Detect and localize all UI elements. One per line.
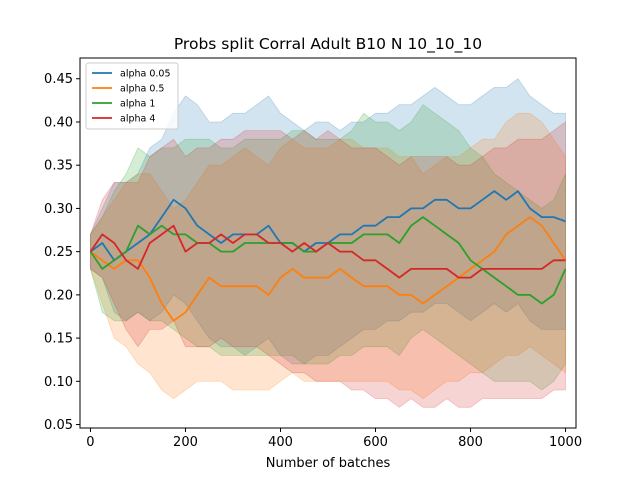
x-tick-label: 1000	[549, 435, 582, 450]
band-alpha-0-05	[90, 78, 566, 365]
legend-label-alpha-4: alpha 4	[120, 114, 155, 125]
y-tick-label: 0.15	[44, 332, 73, 347]
y-tick-label: 0.05	[44, 418, 73, 433]
band-alpha-0-5	[90, 112, 566, 400]
y-tick-label: 0.20	[44, 288, 73, 303]
series-lines	[89, 190, 567, 322]
band-alpha-1	[90, 104, 566, 391]
y-tick-label: 0.45	[44, 72, 73, 87]
legend-label-alpha-0-05: alpha 0.05	[120, 69, 171, 80]
legend-label-alpha-0-5: alpha 0.5	[120, 84, 164, 95]
x-tick-label: 0	[86, 435, 94, 450]
x-axis: 0 200 400 600 800 1000	[86, 428, 582, 450]
x-tick-label: 400	[268, 435, 293, 450]
legend-box	[85, 62, 179, 130]
y-axis: 0.05 0.10 0.15 0.20 0.25 0.30 0.35 0.40 0.45	[44, 72, 80, 433]
y-tick-label: 0.40	[44, 115, 73, 130]
plot-frame	[79, 57, 577, 429]
legend-label-alpha-1: alpha 1	[120, 99, 155, 110]
confidence-bands	[90, 78, 566, 408]
x-axis-label: Number of batches	[266, 456, 391, 471]
legend: alpha 0.05 alpha 0.5 alpha 1 alpha 4	[85, 62, 179, 130]
y-tick-label: 0.25	[44, 245, 73, 260]
x-tick-label: 800	[458, 435, 483, 450]
series-line-alpha-4	[89, 224, 566, 279]
chart-title: Probs split Corral Adult B10 N 10_10_10	[174, 35, 482, 54]
y-tick-label: 0.35	[44, 159, 73, 174]
x-tick-label: 200	[173, 435, 198, 450]
y-tick-label: 0.10	[44, 375, 73, 390]
y-tick-label: 0.30	[44, 202, 73, 217]
x-tick-label: 600	[363, 435, 388, 450]
band-alpha-4	[90, 121, 566, 408]
series-line-alpha-0-5	[89, 216, 567, 322]
